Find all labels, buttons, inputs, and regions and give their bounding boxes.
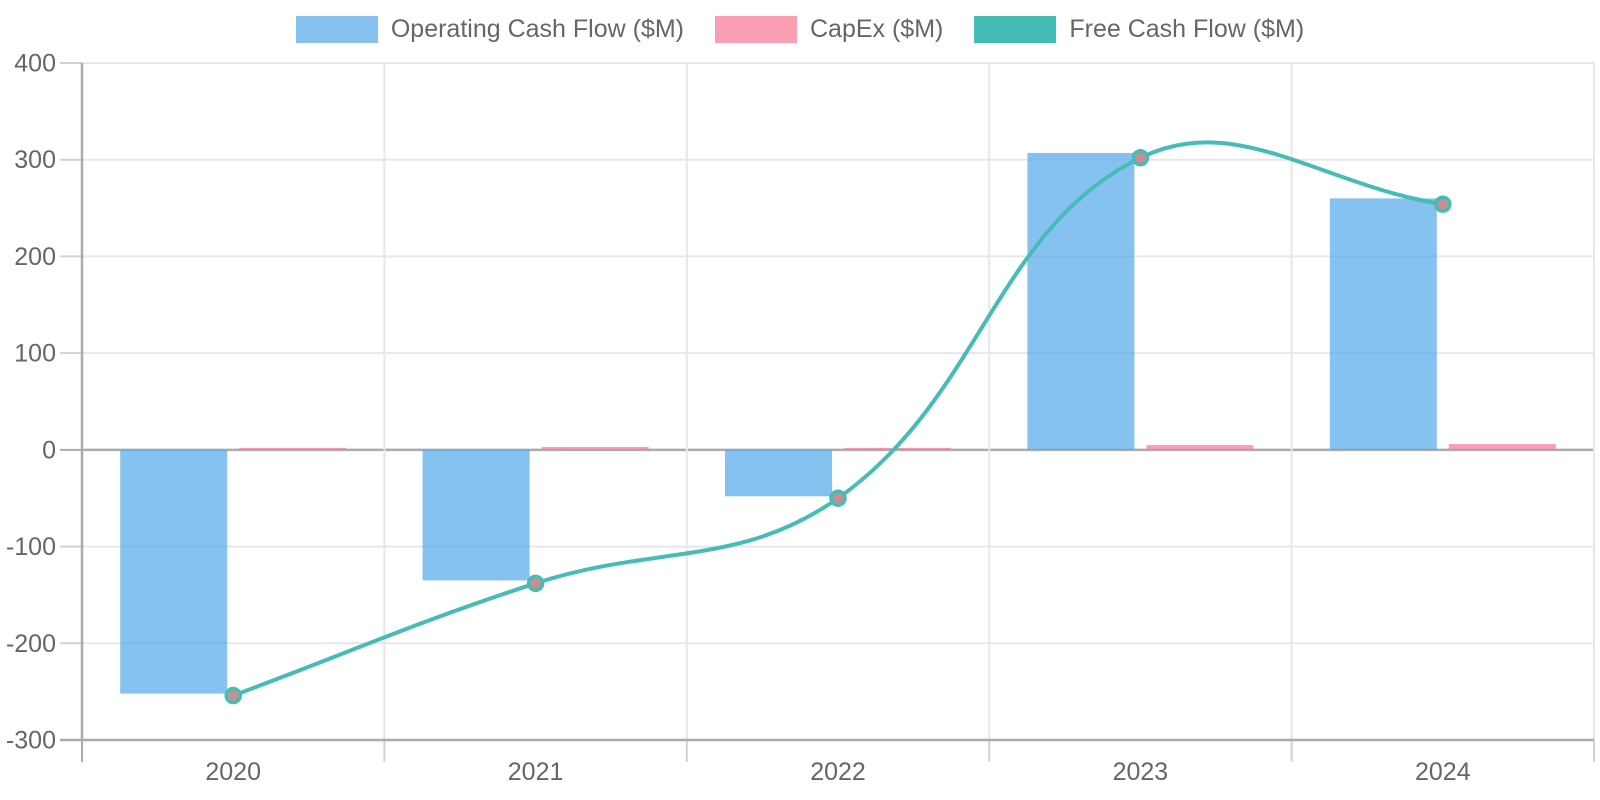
legend-label: Free Cash Flow ($M) bbox=[1069, 15, 1305, 43]
y-tick-label: -200 bbox=[6, 630, 56, 658]
x-tick-label: 2023 bbox=[1113, 758, 1169, 786]
free-cash-flow-line bbox=[231, 140, 1445, 698]
y-tick-label: -100 bbox=[6, 533, 56, 561]
x-tick-label: 2021 bbox=[508, 758, 564, 786]
bar-operating-2021 bbox=[422, 449, 530, 581]
chart-legend: Operating Cash Flow ($M) CapEx ($M) Free C… bbox=[0, 15, 1600, 44]
y-tick-label: -300 bbox=[6, 727, 56, 755]
line-point-2022 bbox=[829, 489, 847, 507]
line-point-2023 bbox=[1131, 149, 1150, 167]
bar-capex-2023 bbox=[1146, 445, 1254, 450]
bar-capex-2021 bbox=[541, 446, 649, 450]
bar-operating-2023 bbox=[1027, 152, 1135, 450]
y-tick-label: 300 bbox=[14, 146, 56, 174]
legend-item-2[interactable]: Free Cash Flow ($M) bbox=[974, 15, 1304, 44]
line-point-2024 bbox=[1434, 195, 1452, 213]
legend-swatch-icon bbox=[295, 16, 378, 43]
bar-operating-2022 bbox=[725, 449, 832, 497]
y-tick-label: 200 bbox=[14, 243, 56, 271]
y-tick-label: 0 bbox=[42, 436, 56, 464]
legend-swatch-icon bbox=[974, 16, 1057, 43]
x-tick-label: 2022 bbox=[810, 758, 866, 786]
bar-capex-2020 bbox=[239, 447, 347, 450]
legend-item-0[interactable]: Operating Cash Flow ($M) bbox=[295, 15, 684, 44]
y-tick-label: 100 bbox=[14, 340, 56, 368]
line-point-2021 bbox=[526, 574, 545, 593]
x-tick-label: 2020 bbox=[205, 758, 261, 786]
x-tick-label: 2024 bbox=[1415, 758, 1471, 786]
line-point-2020 bbox=[224, 686, 242, 705]
legend-label: Operating Cash Flow ($M) bbox=[390, 15, 684, 43]
legend-item-1[interactable]: CapEx ($M) bbox=[715, 15, 943, 44]
bar-operating-2020 bbox=[120, 449, 228, 694]
legend-swatch-icon bbox=[715, 16, 797, 43]
bar-capex-2024 bbox=[1448, 444, 1556, 450]
y-tick-label: 400 bbox=[14, 50, 56, 78]
legend-label: CapEx ($M) bbox=[810, 15, 944, 43]
bar-capex-2022 bbox=[844, 447, 951, 450]
bar-operating-2024 bbox=[1329, 198, 1437, 450]
